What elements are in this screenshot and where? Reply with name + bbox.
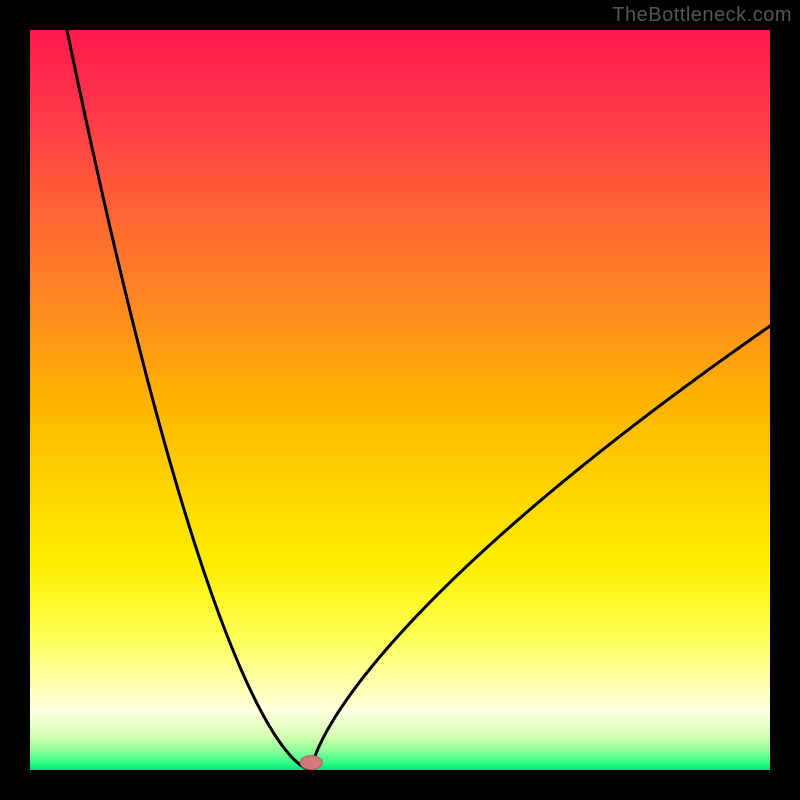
plot-area: [30, 30, 770, 770]
optimal-marker: [300, 756, 322, 770]
watermark-text: TheBottleneck.com: [612, 4, 792, 27]
